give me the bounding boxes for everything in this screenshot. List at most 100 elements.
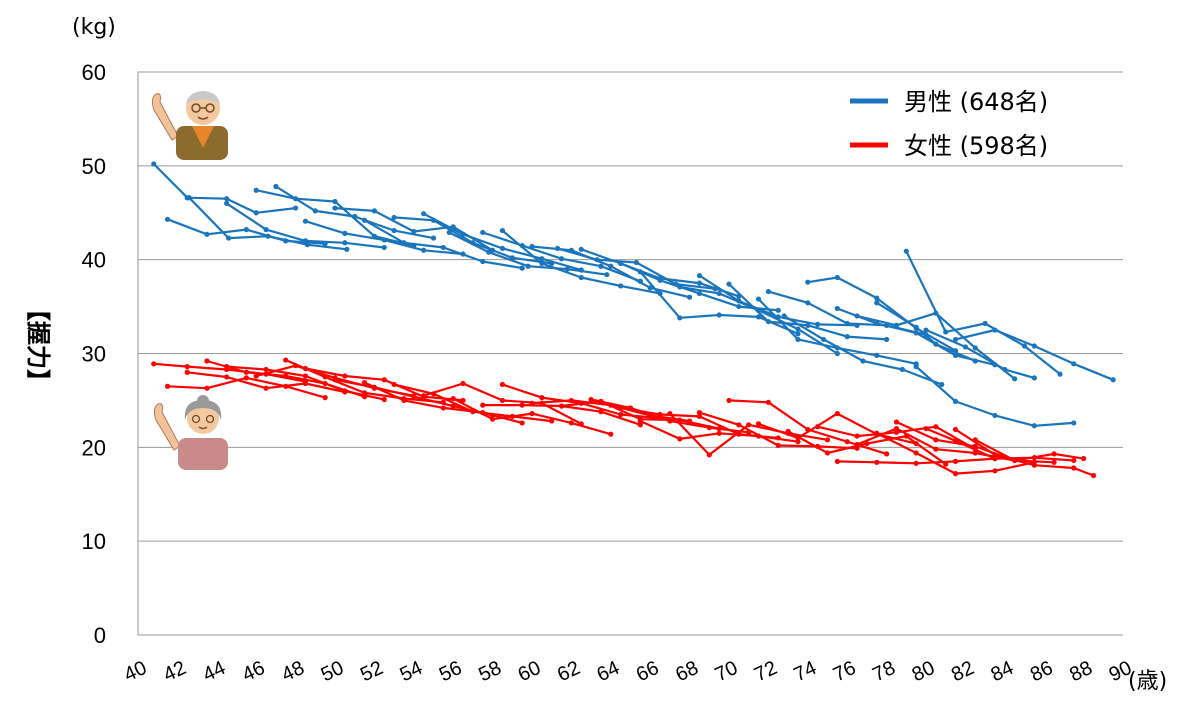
data-point <box>411 228 417 235</box>
data-point <box>519 402 525 408</box>
data-point <box>618 260 624 267</box>
data-point <box>952 398 959 404</box>
x-tick-label-54: 54 <box>397 657 426 686</box>
data-point <box>302 373 309 379</box>
data-point <box>874 352 880 358</box>
trajectory-line <box>905 250 1061 375</box>
data-point <box>1021 343 1028 349</box>
data-point <box>480 258 486 265</box>
data-point <box>1057 371 1063 377</box>
data-point <box>696 410 703 416</box>
data-point <box>913 330 919 336</box>
data-point <box>460 231 466 237</box>
x-tick-label-84: 84 <box>988 657 1017 686</box>
data-point <box>421 393 427 399</box>
data-point <box>608 431 614 437</box>
data-point <box>578 274 584 281</box>
data-point <box>519 420 525 426</box>
data-point <box>775 442 781 449</box>
data-point <box>972 450 978 456</box>
data-point <box>982 320 988 327</box>
data-point <box>696 413 703 419</box>
y-tick-label-10: 10 <box>82 529 106 554</box>
data-point <box>204 358 210 364</box>
data-point <box>834 305 840 312</box>
data-point <box>1051 459 1057 465</box>
trajectory-line <box>423 212 582 272</box>
trajectory-line <box>925 328 1035 379</box>
data-point <box>564 266 571 272</box>
data-point <box>775 307 781 313</box>
data-point <box>529 243 535 250</box>
x-tick-label-72: 72 <box>751 657 780 686</box>
x-tick-label-68: 68 <box>672 657 701 686</box>
data-point <box>361 379 368 386</box>
data-point <box>667 410 673 417</box>
data-point <box>1071 457 1077 464</box>
data-point <box>1002 366 1008 373</box>
data-point <box>677 284 683 290</box>
data-point <box>594 257 600 263</box>
data-point <box>224 196 230 202</box>
data-point <box>903 248 909 254</box>
data-point <box>499 381 506 388</box>
data-point <box>874 459 880 465</box>
data-point <box>874 300 880 306</box>
data-point <box>820 336 827 343</box>
trajectory-line <box>531 245 690 299</box>
data-point <box>687 294 693 300</box>
data-point <box>716 430 722 436</box>
x-tick-label-66: 66 <box>633 657 662 686</box>
data-point <box>430 235 437 241</box>
y-unit-label: (kg) <box>72 15 116 40</box>
data-point <box>824 450 831 456</box>
data-point <box>332 377 338 383</box>
data-point <box>637 422 643 428</box>
data-point <box>391 381 397 388</box>
data-point <box>243 375 249 381</box>
data-point <box>273 183 279 190</box>
data-point <box>972 358 978 364</box>
data-point <box>992 452 998 458</box>
data-point <box>263 366 269 373</box>
data-point <box>204 231 210 237</box>
data-point <box>391 227 397 234</box>
data-point <box>460 380 466 387</box>
data-point <box>939 381 945 388</box>
data-point <box>933 446 939 452</box>
x-tick-label-46: 46 <box>239 657 268 686</box>
data-point <box>480 402 486 408</box>
data-point <box>312 208 318 214</box>
data-point <box>568 420 575 426</box>
data-point <box>361 217 368 223</box>
elderly-woman-waving-icon <box>153 395 228 470</box>
data-point <box>381 237 387 243</box>
data-point <box>795 326 801 332</box>
data-point <box>854 441 860 448</box>
legend-label-male: 男性 (648名) <box>904 88 1048 116</box>
data-point <box>755 421 762 427</box>
x-tick-label-50: 50 <box>318 657 347 686</box>
data-point <box>765 288 772 295</box>
elderly-man-waving-icon <box>151 91 228 160</box>
data-point <box>539 260 545 267</box>
x-tick-label-56: 56 <box>436 657 465 686</box>
data-point <box>371 208 377 214</box>
data-point <box>962 344 969 350</box>
data-point <box>834 350 840 357</box>
data-point <box>265 233 271 239</box>
data-point <box>224 364 230 370</box>
data-point <box>923 327 929 333</box>
x-unit-label: (歳) <box>1128 669 1167 694</box>
data-point <box>401 397 407 404</box>
data-point <box>391 214 397 221</box>
data-point <box>361 390 368 396</box>
data-point <box>933 424 939 430</box>
grid-lines <box>137 71 1123 636</box>
data-point <box>1071 420 1077 426</box>
data-point <box>322 374 328 380</box>
data-point <box>933 341 939 347</box>
legend: 男性 (648名) 女性 (598名) <box>850 88 1048 160</box>
data-point <box>972 437 978 443</box>
x-tick-label-70: 70 <box>712 657 741 686</box>
